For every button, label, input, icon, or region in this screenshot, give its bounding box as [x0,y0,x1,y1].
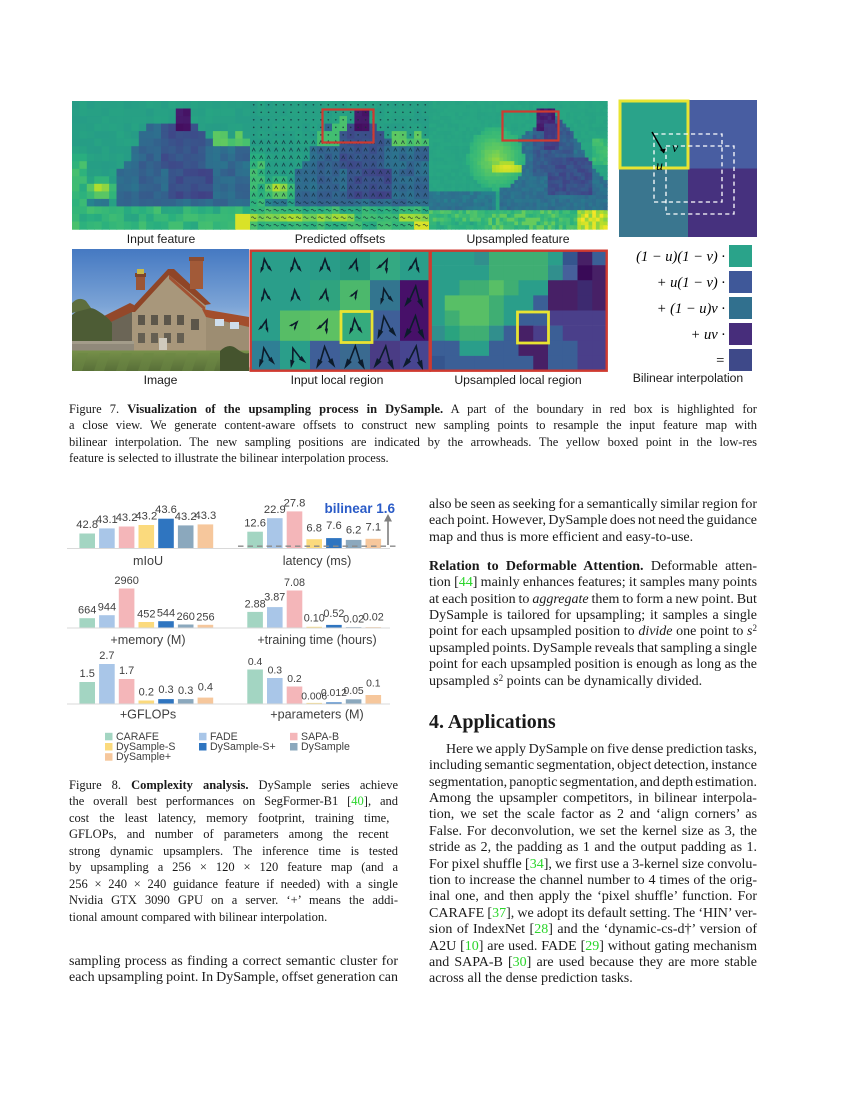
svg-text:0.2: 0.2 [287,674,302,685]
svg-text:0.1: 0.1 [366,679,381,690]
svg-text:Predicted offsets: Predicted offsets [295,232,386,246]
svg-text:SAPA-B: SAPA-B [301,731,339,743]
svg-text:+memory (M): +memory (M) [110,633,185,647]
svg-text:6.2: 6.2 [346,524,362,536]
svg-text:43.2: 43.2 [116,512,138,524]
svg-text:664: 664 [78,605,96,617]
svg-text:944: 944 [98,602,116,614]
svg-text:bilinear 1.6: bilinear 1.6 [324,501,395,516]
svg-text:43.2: 43.2 [175,511,197,523]
svg-text:0.012: 0.012 [321,688,347,699]
svg-text:v: v [672,141,679,156]
svg-text:2960: 2960 [114,575,138,587]
svg-text:22.9: 22.9 [264,504,286,516]
svg-text:6.8: 6.8 [306,523,322,535]
svg-text:1.7: 1.7 [119,665,134,677]
svg-text:0.2: 0.2 [139,687,154,699]
svg-text:mIoU: mIoU [133,554,163,568]
svg-text:Input local region: Input local region [291,373,384,387]
svg-text:DySample-S+: DySample-S+ [210,741,276,753]
svg-text:0.10: 0.10 [304,612,325,624]
svg-text:43.1: 43.1 [96,514,118,526]
svg-text:CARAFE: CARAFE [116,731,159,743]
svg-text:0.006: 0.006 [301,691,327,702]
svg-text:2.7: 2.7 [99,650,114,662]
svg-text:=: = [715,353,725,369]
svg-text:+parameters (M): +parameters (M) [270,708,363,722]
svg-text:latency (ms): latency (ms) [283,554,352,568]
svg-text:Upsampled feature: Upsampled feature [467,232,570,246]
svg-text:0.05: 0.05 [343,686,363,697]
svg-text:+GFLOPs: +GFLOPs [120,708,176,722]
svg-text:0.02: 0.02 [363,612,384,624]
svg-text:u: u [656,159,663,174]
svg-text:544: 544 [157,608,175,620]
svg-text:0.4: 0.4 [248,657,263,668]
svg-text:43.2: 43.2 [135,511,157,523]
svg-text:DySample+: DySample+ [116,751,171,763]
svg-text:Upsampled local region: Upsampled local region [454,373,581,387]
svg-text:DySample: DySample [301,741,350,753]
svg-text:43.3: 43.3 [195,510,217,522]
svg-text:42.8: 42.8 [76,519,98,531]
svg-text:0.4: 0.4 [198,682,213,694]
svg-text:0.3: 0.3 [268,666,283,677]
svg-text:260: 260 [177,611,195,623]
svg-text:DySample-S: DySample-S [116,741,175,753]
svg-text:3.87: 3.87 [264,592,285,604]
svg-text:0.52: 0.52 [323,608,344,620]
svg-text:(1 − u)(1 − v) ·: (1 − u)(1 − v) · [636,249,725,265]
svg-text:0.3: 0.3 [158,684,173,696]
svg-text:7.1: 7.1 [366,521,382,533]
svg-text:+ uv ·: + uv · [691,327,725,343]
svg-text:1.5: 1.5 [80,668,95,680]
svg-text:+ (1 − u)v ·: + (1 − u)v · [657,301,725,317]
svg-text:27.8: 27.8 [284,497,306,509]
svg-text:0.02: 0.02 [343,614,364,626]
svg-text:Input feature: Input feature [127,232,196,246]
svg-text:2.88: 2.88 [245,598,266,610]
svg-text:452: 452 [137,609,155,621]
svg-text:FADE: FADE [210,731,238,743]
svg-text:Bilinear interpolation: Bilinear interpolation [633,371,743,385]
svg-text:+ u(1 − v) ·: + u(1 − v) · [657,275,725,291]
svg-text:0.3: 0.3 [178,685,193,697]
svg-text:43.6: 43.6 [155,504,177,516]
svg-text:+training time (hours): +training time (hours) [257,633,376,647]
svg-text:7.6: 7.6 [326,520,342,532]
svg-text:256: 256 [196,611,214,623]
svg-text:7.08: 7.08 [284,577,305,589]
svg-text:12.6: 12.6 [244,518,266,530]
svg-text:Image: Image [144,373,178,387]
